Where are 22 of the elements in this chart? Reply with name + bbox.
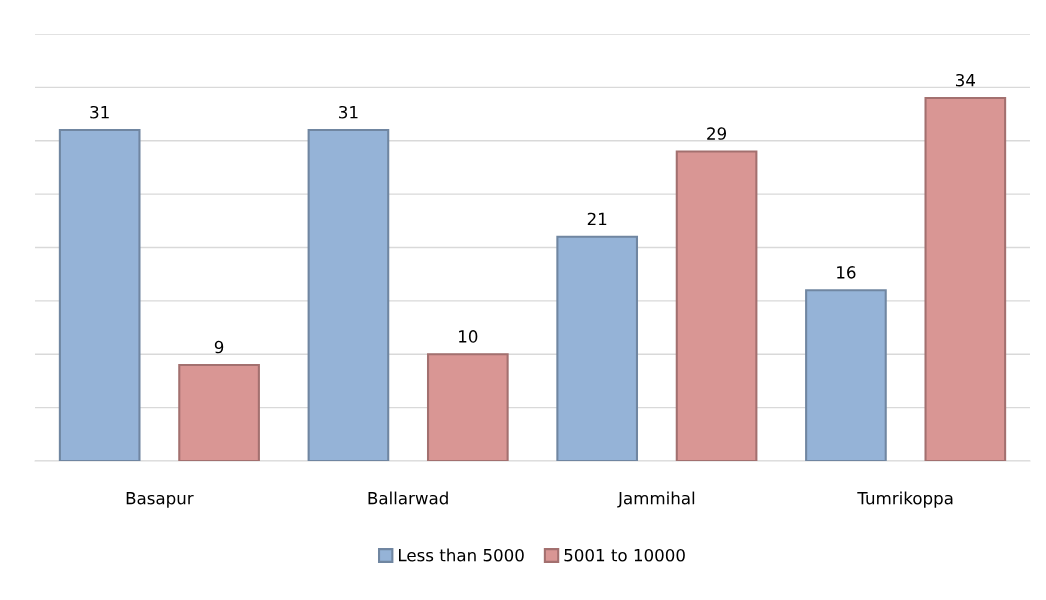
legend-label: 5001 to 10000 [564,548,685,562]
bar [307,129,390,461]
data-label: 10 [459,330,478,343]
bar [924,97,1007,461]
legend-label: Less than 5000 [399,548,524,562]
bar [58,129,141,461]
data-label: 16 [837,266,856,279]
data-label: 21 [587,212,607,226]
x-tick-label: Jammihal [617,491,695,508]
data-label: 34 [955,73,975,87]
bar [556,235,639,461]
x-tick-label: Ballarwad [368,491,448,505]
bar [675,150,758,461]
bar [805,289,887,461]
data-label: 31 [339,105,358,119]
x-tick-label: Tumrikoppa [857,491,953,508]
bar [178,363,260,461]
data-label: 31 [90,105,109,119]
data-label: 29 [707,127,727,140]
data-label: 9 [214,340,224,354]
bar [426,353,509,461]
x-tick-label: Basapur [126,492,194,508]
